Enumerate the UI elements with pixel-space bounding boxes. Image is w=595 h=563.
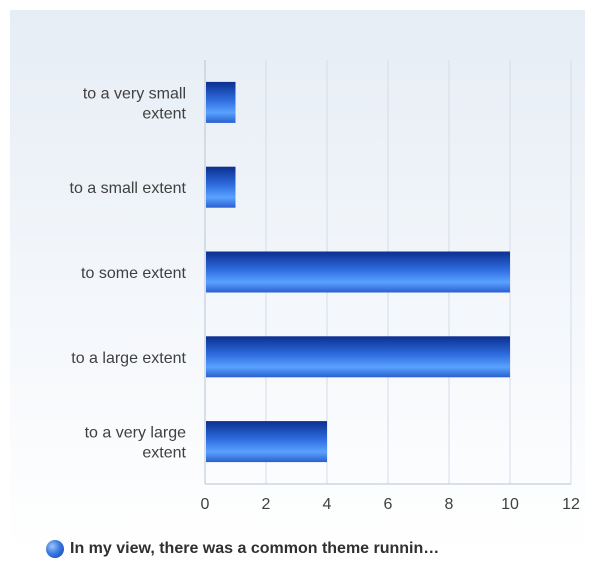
legend-swatch-icon xyxy=(46,540,64,558)
category-label: to a very small xyxy=(83,85,186,102)
bar xyxy=(206,81,236,123)
category-label: to a large extent xyxy=(71,350,186,367)
category-label: extent xyxy=(142,445,186,462)
category-labels: to a very small extent to a small extent to… xyxy=(70,85,187,461)
legend-label: In my view, there was a common theme run… xyxy=(70,540,440,557)
x-axis-ticks: 0 2 4 6 8 10 12 xyxy=(201,496,580,513)
legend: In my view, there was a common theme run… xyxy=(46,538,439,560)
category-label: to a small extent xyxy=(70,180,187,197)
bar xyxy=(206,336,510,378)
bar xyxy=(206,251,510,293)
bar xyxy=(206,421,327,463)
x-tick-label: 2 xyxy=(262,496,271,513)
x-tick-label: 0 xyxy=(201,496,210,513)
category-label: to a very large xyxy=(85,425,186,442)
x-tick-label: 12 xyxy=(562,496,580,513)
x-tick-label: 10 xyxy=(501,496,519,513)
category-label: to some extent xyxy=(81,265,187,282)
x-tick-label: 4 xyxy=(323,496,332,513)
category-label: extent xyxy=(142,105,186,122)
x-tick-label: 8 xyxy=(445,496,454,513)
bar xyxy=(206,166,236,208)
x-tick-label: 6 xyxy=(384,496,393,513)
bars xyxy=(206,81,510,463)
